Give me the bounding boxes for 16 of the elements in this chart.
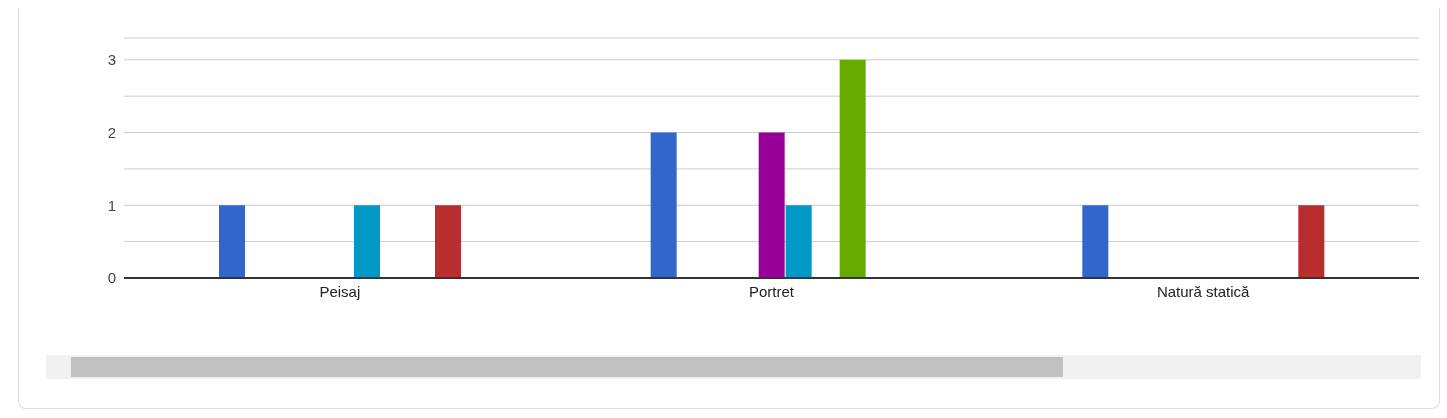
bar — [785, 205, 812, 278]
bar — [839, 59, 866, 278]
y-tick-label: 3 — [107, 51, 116, 69]
bar — [1082, 205, 1109, 278]
x-tick-label: Peisaj — [319, 282, 361, 300]
x-tick-label: Portret — [748, 282, 795, 300]
x-tick-label: Natură statică — [1156, 282, 1251, 300]
y-tick-label: 1 — [107, 196, 116, 214]
bar — [219, 205, 245, 278]
y-tick-label: 0 — [107, 269, 116, 287]
bar — [758, 132, 785, 278]
bar — [354, 205, 380, 278]
bar — [435, 205, 461, 278]
bar — [1298, 205, 1325, 278]
y-tick-label: 2 — [107, 123, 116, 141]
bar — [650, 132, 677, 278]
